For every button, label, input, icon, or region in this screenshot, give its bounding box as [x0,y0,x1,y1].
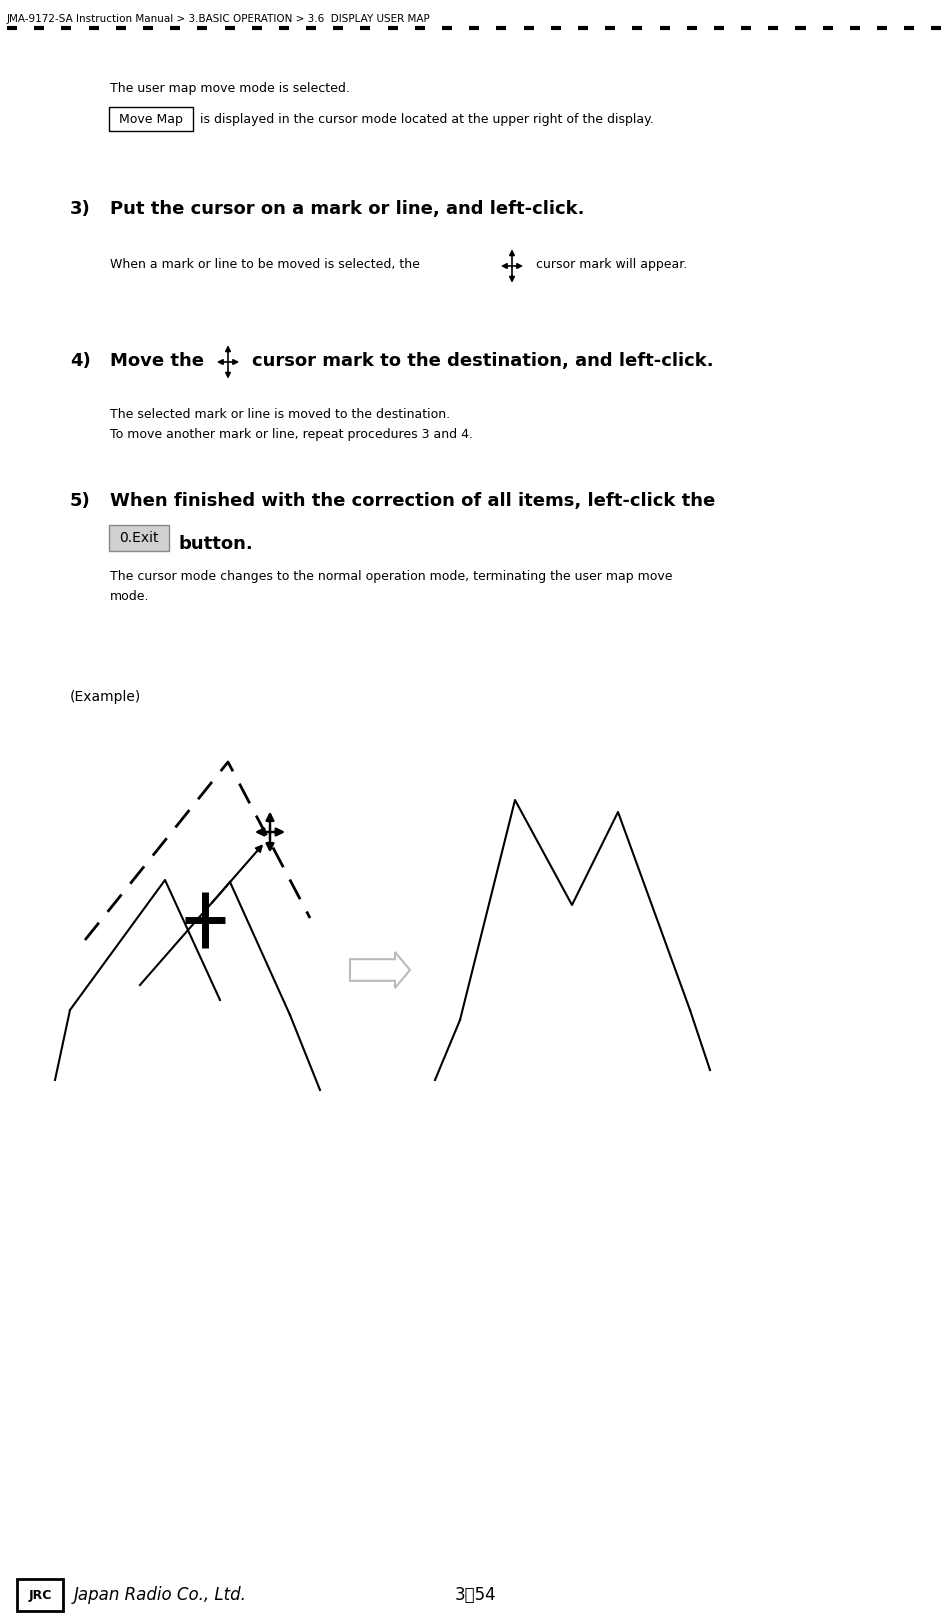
Text: The cursor mode changes to the normal operation mode, terminating the user map m: The cursor mode changes to the normal op… [110,570,672,583]
FancyBboxPatch shape [109,107,193,131]
Text: 0.Exit: 0.Exit [119,531,159,544]
Text: The selected mark or line is moved to the destination.: The selected mark or line is moved to th… [110,408,450,421]
Text: Japan Radio Co., Ltd.: Japan Radio Co., Ltd. [74,1586,247,1604]
Text: When finished with the correction of all items, left-click the: When finished with the correction of all… [110,492,715,510]
Text: The user map move mode is selected.: The user map move mode is selected. [110,83,350,96]
Text: When a mark or line to be moved is selected, the: When a mark or line to be moved is selec… [110,258,420,271]
Text: Move Map: Move Map [119,112,183,125]
Text: 3): 3) [70,199,90,219]
Text: (Example): (Example) [70,690,141,705]
Text: To move another mark or line, repeat procedures 3 and 4.: To move another mark or line, repeat pro… [110,428,473,441]
Text: button.: button. [178,535,252,552]
Text: cursor mark to the destination, and left-click.: cursor mark to the destination, and left… [252,352,714,369]
Text: is displayed in the cursor mode located at the upper right of the display.: is displayed in the cursor mode located … [200,112,654,125]
FancyBboxPatch shape [17,1580,63,1610]
Text: Move the: Move the [110,352,204,369]
Text: 4): 4) [70,352,90,369]
Text: cursor mark will appear.: cursor mark will appear. [536,258,687,271]
Text: Put the cursor on a mark or line, and left-click.: Put the cursor on a mark or line, and le… [110,199,585,219]
Text: 5): 5) [70,492,90,510]
Text: mode.: mode. [110,590,149,603]
Text: JMA-9172-SA Instruction Manual > 3.BASIC OPERATION > 3.6  DISPLAY USER MAP: JMA-9172-SA Instruction Manual > 3.BASIC… [7,15,430,24]
FancyBboxPatch shape [109,525,169,551]
Text: JRC: JRC [29,1589,51,1602]
Text: 3－54: 3－54 [455,1586,497,1604]
